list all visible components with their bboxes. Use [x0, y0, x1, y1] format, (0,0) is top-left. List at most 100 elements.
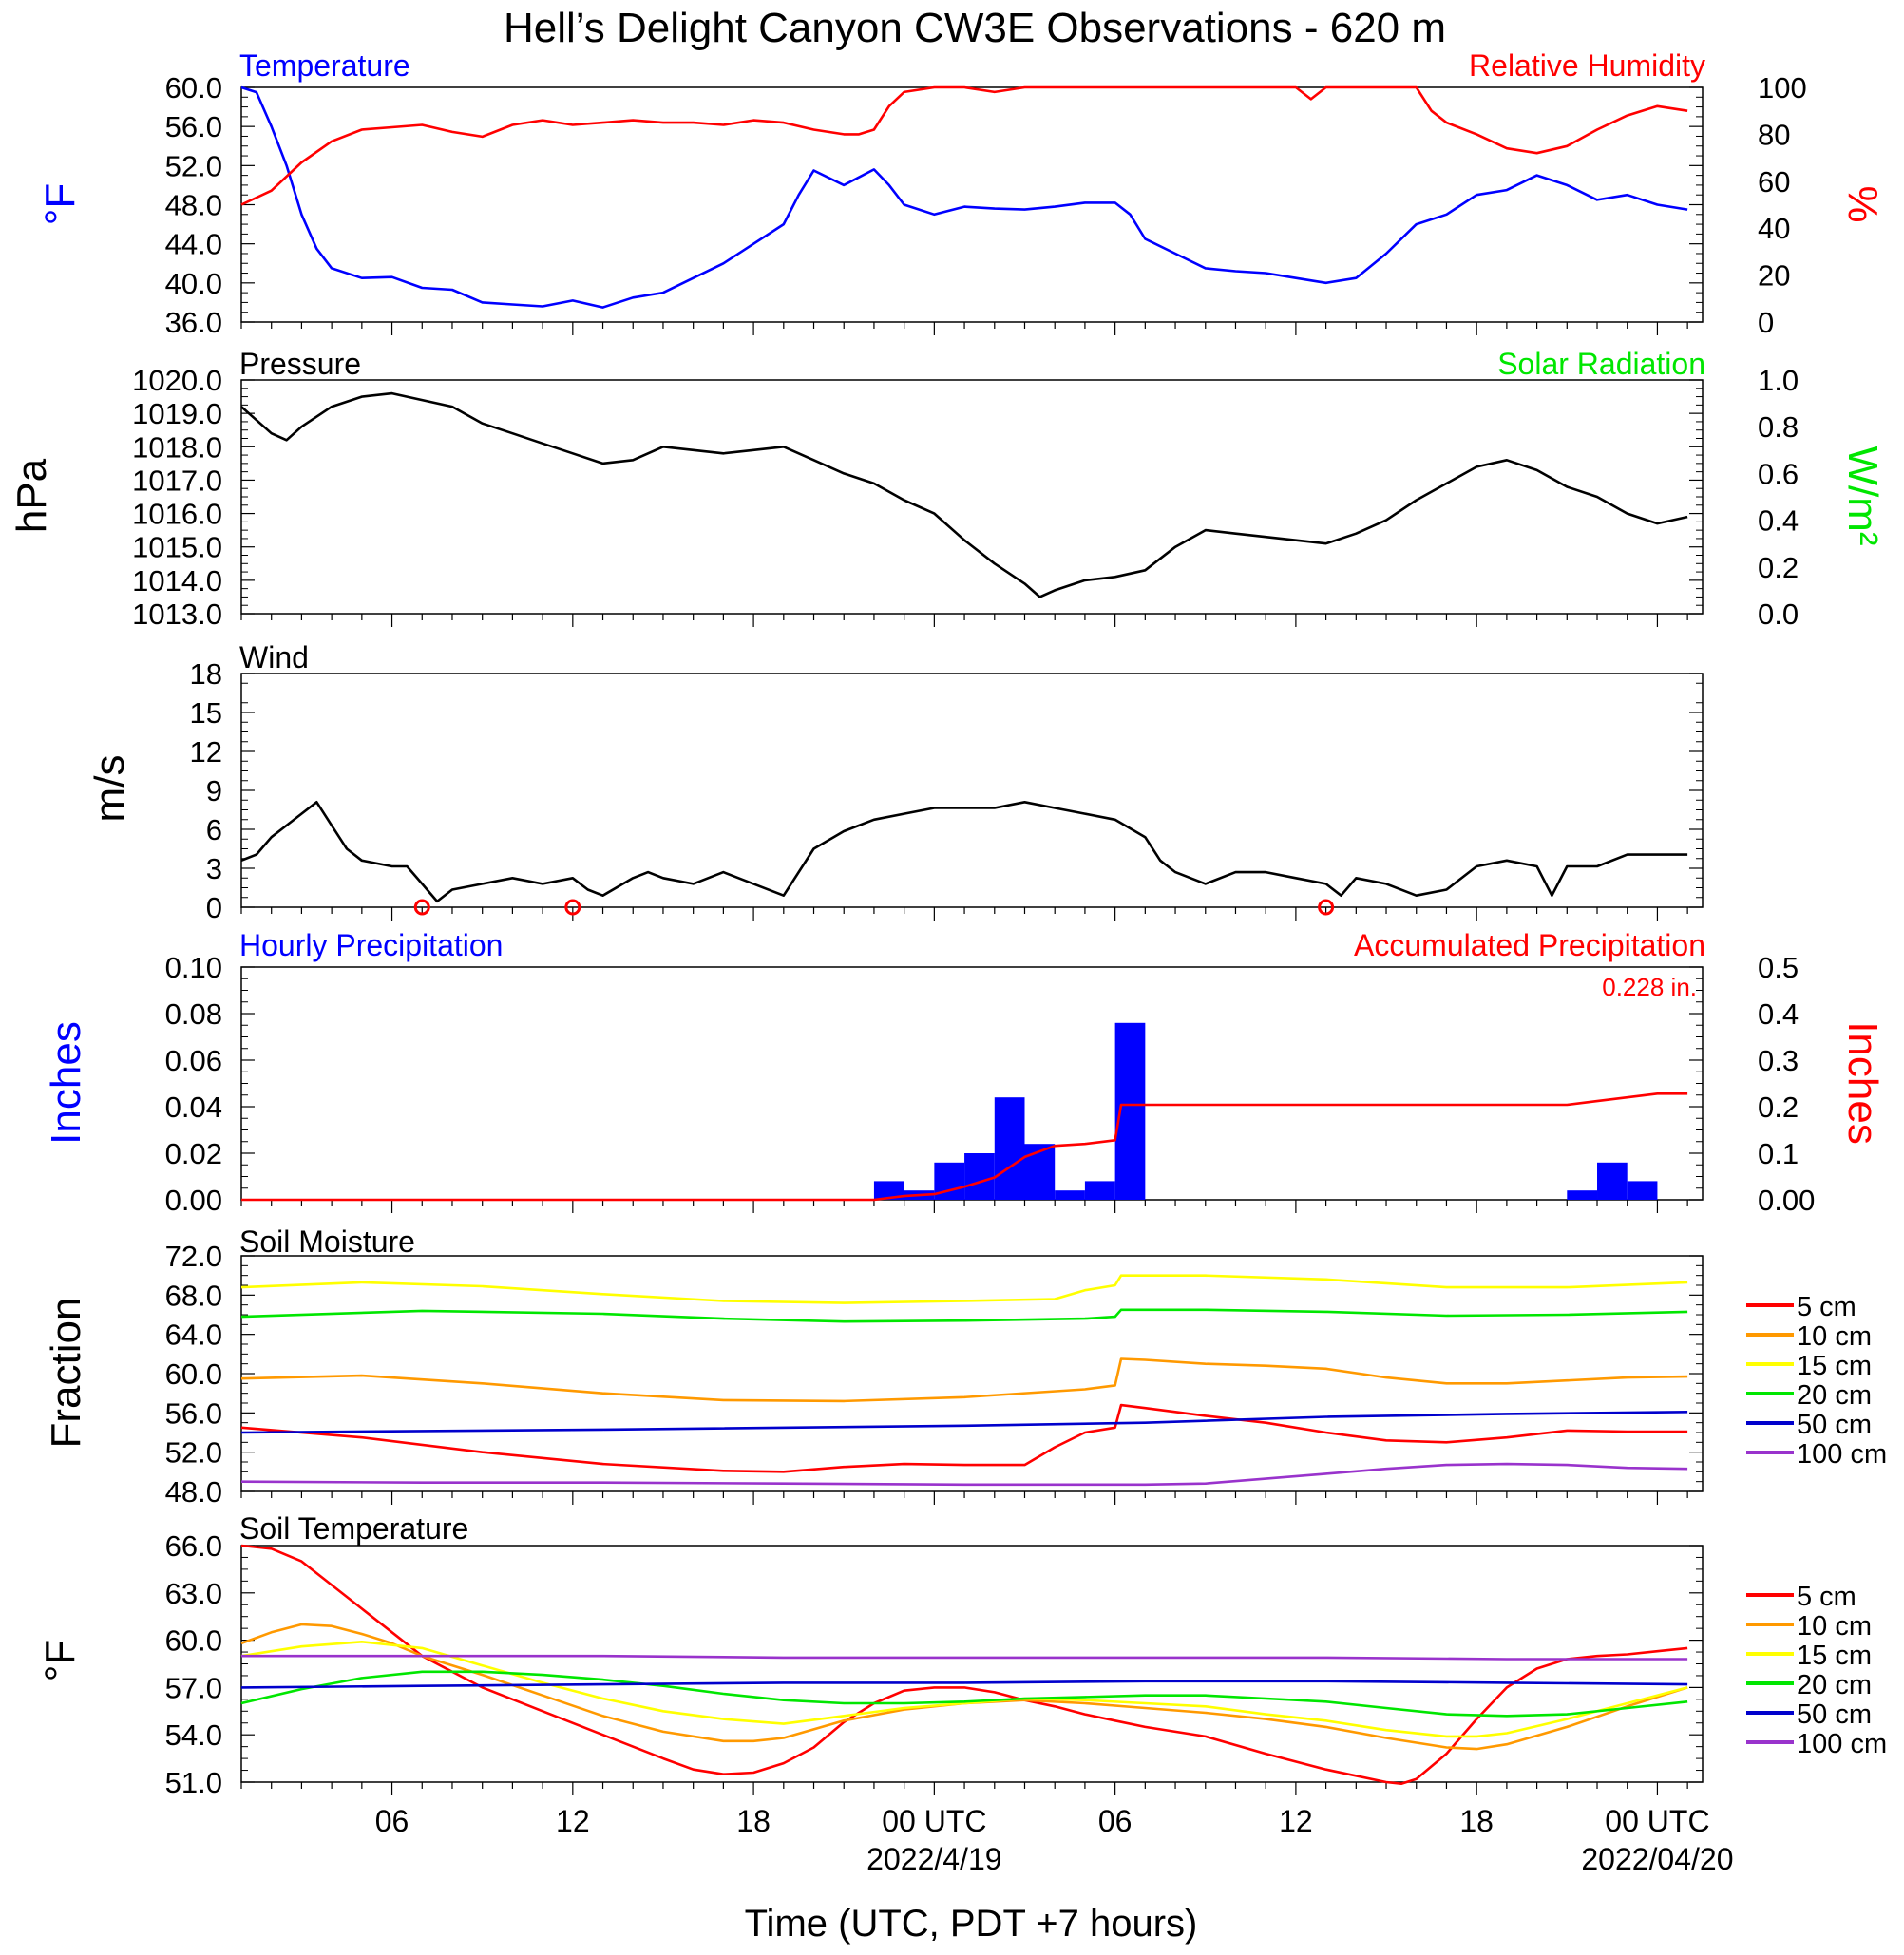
y-tick-label-left: 57.0 — [165, 1671, 222, 1704]
panel-soil-temperature: Soil Temperature °F — [37, 1511, 468, 1681]
y-tick-label-left: 0.00 — [165, 1184, 222, 1217]
x-date-label: 2022/4/19 — [866, 1842, 1001, 1876]
precip-bar — [1055, 1190, 1085, 1200]
y-tick-label-left: 72.0 — [165, 1240, 222, 1273]
panel-title-hourly-precipitation: Hourly Precipitation — [239, 928, 503, 962]
y-tick-label-right: 0.00 — [1758, 1184, 1815, 1217]
series-line-100-cm — [240, 1462, 1688, 1487]
legend-label: 100 cm — [1797, 1729, 1887, 1759]
plot-frame — [240, 1255, 1704, 1492]
y-tick-label-left: 64.0 — [165, 1319, 222, 1352]
legend-label: 10 cm — [1797, 1321, 1872, 1352]
y-tick-label-left: 63.0 — [165, 1577, 222, 1610]
y-tick-label-left: 1020.0 — [132, 364, 222, 397]
series-line-50-cm — [240, 1411, 1688, 1434]
y-tick-label-right: 0.6 — [1758, 457, 1799, 490]
y-tick-label-left: 60.0 — [165, 1624, 222, 1658]
panel-title-soil-temperature: Soil Temperature — [239, 1511, 468, 1546]
ylabel-pressure: hPa — [9, 458, 55, 533]
plot-frame — [240, 86, 1704, 323]
x-tick-label: 06 — [375, 1804, 409, 1838]
y-tick-label-left: 0.04 — [165, 1091, 222, 1124]
series-line-5-cm — [240, 1403, 1688, 1473]
y-tick-label-left: 0.10 — [165, 951, 222, 984]
precip-bar — [873, 1181, 904, 1200]
x-tick-label: 12 — [556, 1804, 590, 1838]
panel-title-temperature: Temperature — [239, 48, 410, 83]
y-tick-label-left: 51.0 — [165, 1766, 222, 1799]
x-tick-label: 00 UTC — [1605, 1804, 1709, 1838]
panel-title-solar-radiation: Solar Radiation — [1497, 347, 1705, 381]
y-tick-label-left: 44.0 — [165, 228, 222, 261]
y-tick-label-right: 0.1 — [1758, 1137, 1799, 1170]
series-line-10-cm — [240, 1357, 1688, 1403]
legend-label: 5 cm — [1797, 1292, 1856, 1322]
series-line-pressure — [240, 391, 1688, 598]
x-axis-title: Time (UTC, PDT +7 hours) — [745, 1903, 1198, 1945]
ylabel-wind: m/s — [86, 755, 133, 823]
y-tick-label-right: 0 — [1758, 306, 1774, 339]
plot-frame — [240, 1545, 1704, 1783]
precip-bar — [1024, 1144, 1056, 1200]
plot-precip: 0.10 0.08 0.06 0.04 0.02 0.00 0.5 0.4 0.3 0.2 0.1 0… — [165, 951, 1816, 1217]
series-line-temperature — [240, 85, 1688, 309]
x-tick-label: 00 UTC — [882, 1804, 986, 1838]
panel-title-accumulated-precipitation: Accumulated Precipitation — [1354, 928, 1705, 962]
y-tick-label-left: 0.08 — [165, 997, 222, 1031]
y-tick-label-left: 3 — [206, 852, 222, 885]
series-line-5-cm — [240, 1544, 1688, 1785]
precip-bar — [964, 1153, 995, 1200]
series-line-20-cm — [240, 1308, 1688, 1323]
plot-frame — [240, 673, 1704, 908]
y-tick-label-left: 0.06 — [165, 1044, 222, 1077]
panel-precipitation: Hourly Precipitation Accumulated Precipi… — [43, 928, 1886, 1145]
calm-wind-marker — [1318, 899, 1335, 916]
y-tick-label-left: 68.0 — [165, 1279, 222, 1312]
legend-label: 10 cm — [1797, 1611, 1872, 1642]
y-tick-label-right: 1.0 — [1758, 364, 1799, 397]
panel-title-wind: Wind — [239, 640, 309, 674]
panel-temperature-humidity: Temperature Relative Humidity °F % — [37, 48, 1886, 225]
series-line-100-cm — [241, 1654, 1688, 1661]
legend-label: 100 cm — [1797, 1439, 1887, 1470]
plot-pressure: 1020.01019.01018.01017.01016.01015.01014… — [132, 364, 1799, 631]
plot-layer: 60.056.052.048.044.040.036.0100806040200… — [132, 71, 1887, 1876]
legend-label: 5 cm — [1797, 1582, 1856, 1612]
accumulated-total-label: 0.228 in. — [1602, 973, 1697, 1001]
y-tick-label-left: 54.0 — [165, 1718, 222, 1752]
y-tick-label-left: 1014.0 — [132, 564, 222, 598]
y-tick-label-right: 60 — [1758, 165, 1790, 199]
precip-bar — [1627, 1181, 1658, 1200]
series-line-wind — [240, 800, 1688, 903]
plot-frame — [240, 379, 1704, 615]
series-line-15-cm — [240, 1274, 1688, 1304]
y-tick-label-left: 1017.0 — [132, 464, 222, 497]
panel-title-pressure: Pressure — [239, 347, 361, 381]
y-tick-label-right: 0.3 — [1758, 1044, 1799, 1077]
plot-wind: 18 15 12 9 6 3 0 — [190, 657, 1704, 924]
panel-title-relative-humidity: Relative Humidity — [1469, 48, 1705, 83]
y-tick-label-right: 0.0 — [1758, 598, 1799, 631]
legend-label: 50 cm — [1797, 1410, 1872, 1440]
precip-bar — [994, 1097, 1025, 1200]
y-tick-label-left: 18 — [190, 657, 222, 691]
panel-wind: Wind m/s — [86, 640, 309, 822]
ylabel-hourly-precipitation: Inches — [43, 1021, 89, 1145]
ylabel-soil-temperature: °F — [37, 1640, 84, 1681]
series-line-accumulated-precipitation — [241, 1092, 1688, 1202]
calm-wind-marker — [564, 899, 581, 916]
precip-bar — [1567, 1190, 1598, 1200]
y-tick-label-left: 12 — [190, 735, 222, 769]
x-tick-label: 06 — [1098, 1804, 1133, 1838]
y-tick-label-left: 66.0 — [165, 1529, 222, 1563]
y-tick-label-left: 9 — [206, 774, 222, 807]
precip-bar — [1597, 1162, 1628, 1200]
y-tick-label-left: 0.02 — [165, 1137, 222, 1170]
y-tick-label-right: 0.8 — [1758, 410, 1799, 444]
y-tick-label-right: 0.2 — [1758, 551, 1799, 584]
y-tick-label-left: 15 — [190, 696, 222, 730]
y-tick-label-left: 1019.0 — [132, 397, 222, 430]
series-line-10-cm — [240, 1623, 1688, 1751]
